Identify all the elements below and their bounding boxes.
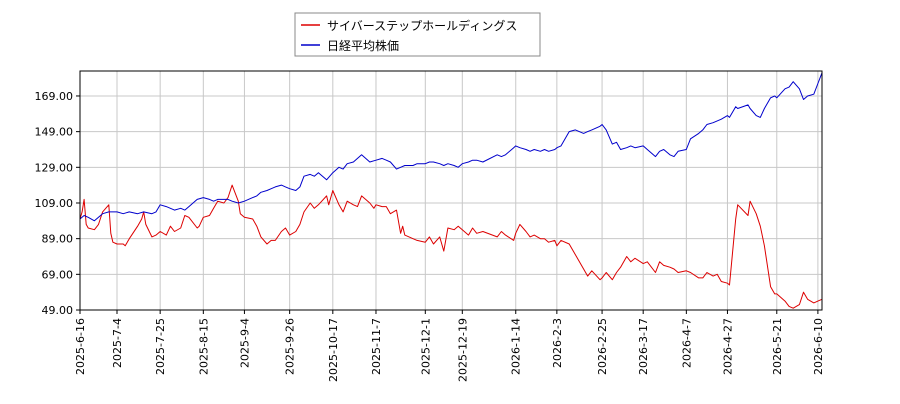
x-tick-label: 2025-6-16 (74, 318, 87, 375)
legend: サイバーステップホールディングス 日経平均株価 (294, 12, 541, 57)
x-tick-label: 2026-2-3 (551, 318, 564, 368)
x-tick-label: 2026-1-14 (510, 318, 523, 375)
x-tick-label: 2025-9-26 (284, 318, 297, 375)
series-lines (79, 72, 823, 309)
y-tick-label: 49.00 (42, 304, 74, 317)
x-tick-label: 2025-7-4 (111, 318, 124, 368)
plot-frame (79, 70, 823, 311)
x-tick-label: 2025-11-7 (370, 318, 383, 375)
x-tick-label: 2025-10-17 (327, 318, 340, 382)
x-tick-label: 2026-6-10 (812, 318, 825, 375)
axes: 49.00 69.00 89.00 109.00 129.00 149.00 169.00 2… (35, 90, 825, 382)
y-tick-label: 129.00 (35, 161, 74, 174)
y-tick-label: 109.00 (35, 197, 74, 210)
legend-label-nikkei: 日経平均株価 (327, 38, 399, 53)
y-tick-label: 169.00 (35, 90, 74, 103)
legend-label-cyberstep: サイバーステップホールディングス (327, 18, 517, 33)
y-tick-label: 69.00 (42, 268, 74, 281)
x-tick-label: 2026-4-27 (721, 318, 734, 375)
series-line-nikkei (79, 72, 823, 222)
x-tick-label: 2026-2-25 (596, 318, 609, 375)
y-tick-label: 89.00 (42, 233, 74, 246)
x-tick-label: 2026-5-21 (771, 318, 784, 375)
series-line-cyberstep (79, 184, 823, 309)
x-tick-label: 2026-4-7 (680, 318, 693, 368)
x-tick-label: 2025-12-1 (419, 318, 432, 375)
x-tick-label: 2025-8-15 (197, 318, 210, 375)
y-tick-label: 149.00 (35, 126, 74, 139)
x-tick-label: 2026-3-17 (637, 318, 650, 375)
x-tick-label: 2025-7-25 (154, 318, 167, 375)
x-tick-label: 2025-9-4 (238, 318, 251, 368)
x-tick-label: 2025-12-19 (456, 318, 469, 382)
legend-box (294, 12, 541, 57)
